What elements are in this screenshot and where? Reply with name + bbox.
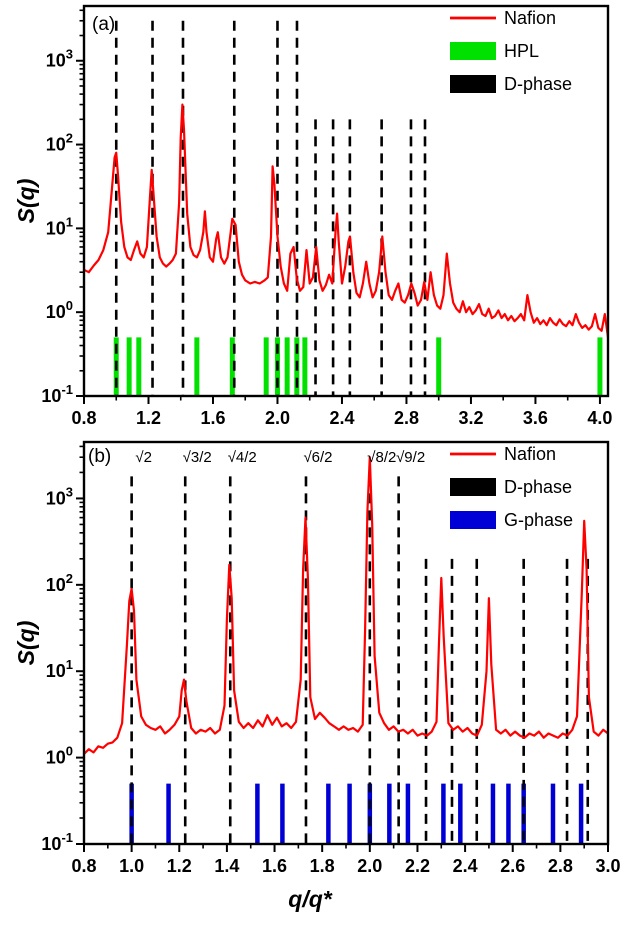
y-tick-label: 102 [46, 571, 73, 595]
panel-letter: (a) [92, 14, 115, 35]
x-tick-label: 1.8 [310, 856, 335, 876]
legend-box-swatch [450, 511, 496, 529]
legend-item-g-phase: G-phase [450, 510, 573, 530]
legend: Nafion HPL D-phase [450, 8, 572, 94]
panel-b-chart: 0.8 1.0 1.2 1.4 1.6 1.8 2.0 2.2 2.4 2.6 2.8 3.0 10-1… [41, 440, 620, 876]
y-axis-label-b: S(q) [13, 620, 39, 666]
x-tick-label: 2.6 [500, 856, 525, 876]
legend-item-d-phase: D-phase [450, 477, 572, 497]
axis-ticks [76, 445, 609, 852]
x-tick-label: 2.0 [357, 856, 382, 876]
legend-label: Nafion [504, 444, 556, 464]
x-tick-label: 1.2 [167, 856, 192, 876]
x-tick-label: 1.6 [262, 856, 287, 876]
y-tick-label: 10-1 [41, 830, 73, 854]
y-tick-labels: 10-1 100 101 102 103 [41, 484, 73, 854]
x-tick-label: 1.0 [119, 856, 144, 876]
x-tick-label: 2.0 [265, 408, 290, 428]
x-tick-label: 2.8 [548, 856, 573, 876]
x-tick-label: 3.0 [595, 856, 620, 876]
legend-item-hpl: HPL [450, 41, 539, 61]
axis-frame [82, 4, 610, 398]
y-tick-label: 103 [46, 47, 73, 71]
nafion-curve [84, 103, 608, 338]
x-axis-label: q/q* [288, 886, 332, 912]
sqrt-label: √3/2 [183, 449, 212, 466]
plot-area [84, 20, 608, 396]
panel-letter: (b) [88, 446, 111, 467]
sqrt-peak-labels: √2 √3/2 √4/2 √6/2 √8/2 √9/2 [135, 449, 425, 466]
y-tick-label: 101 [46, 214, 73, 238]
x-tick-label: 3.2 [458, 408, 483, 428]
legend-label: HPL [504, 41, 539, 61]
x-tick-labels: 0.8 1.2 1.6 2.0 2.4 2.8 3.2 3.6 4.0 [71, 408, 612, 428]
legend-box-swatch [450, 478, 496, 496]
axis-frame [82, 440, 610, 846]
legend-label: D-phase [504, 477, 572, 497]
y-tick-label: 100 [46, 298, 73, 322]
gphase-marker-bars [129, 783, 584, 844]
y-tick-label: 100 [46, 744, 73, 768]
x-tick-label: 2.2 [405, 856, 430, 876]
hpl-marker-bars [113, 337, 603, 396]
y-tick-label: 10-1 [41, 382, 73, 406]
x-tick-label: 2.4 [453, 856, 478, 876]
axis-ticks [76, 9, 601, 404]
sqrt-label: √9/2 [396, 449, 425, 466]
dphase-dashed-lines [130, 476, 590, 844]
x-tick-label: 0.8 [71, 856, 96, 876]
legend-item-d-phase: D-phase [450, 74, 572, 94]
nafion-curve [84, 456, 608, 755]
legend-box-swatch [450, 75, 496, 93]
plot-area [84, 456, 608, 844]
legend-item-nafion: Nafion [450, 444, 556, 464]
sqrt-label: √6/2 [303, 449, 332, 466]
legend-label: G-phase [504, 510, 573, 530]
x-tick-label: 2.8 [394, 408, 419, 428]
y-tick-label: 102 [46, 131, 73, 155]
sqrt-label: √8/2 [367, 449, 396, 466]
x-tick-label: 0.8 [71, 408, 96, 428]
legend: Nafion D-phase G-phase [450, 444, 573, 530]
x-tick-label: 4.0 [587, 408, 612, 428]
sqrt-label: √2 [135, 449, 152, 466]
x-tick-label: 1.2 [136, 408, 161, 428]
y-tick-label: 101 [46, 657, 73, 681]
x-tick-label: 1.4 [214, 856, 239, 876]
legend-item-nafion: Nafion [450, 8, 556, 28]
dphase-dashed-lines [114, 20, 427, 396]
y-tick-labels: 10-1 100 101 102 103 [41, 47, 73, 406]
panel-a-chart: 0.8 1.2 1.6 2.0 2.4 2.8 3.2 3.6 4.0 10-1 100 101 102… [41, 4, 612, 428]
x-tick-label: 1.6 [200, 408, 225, 428]
x-tick-labels: 0.8 1.0 1.2 1.4 1.6 1.8 2.0 2.2 2.4 2.6 2.8 3.0 [71, 856, 620, 876]
y-tick-label: 103 [46, 484, 73, 508]
y-axis-label-a: S(q) [13, 178, 39, 224]
legend-label: D-phase [504, 74, 572, 94]
legend-box-swatch [450, 42, 496, 60]
sqrt-label: √4/2 [228, 449, 257, 466]
x-tick-label: 2.4 [329, 408, 354, 428]
x-tick-label: 3.6 [523, 408, 548, 428]
legend-label: Nafion [504, 8, 556, 28]
